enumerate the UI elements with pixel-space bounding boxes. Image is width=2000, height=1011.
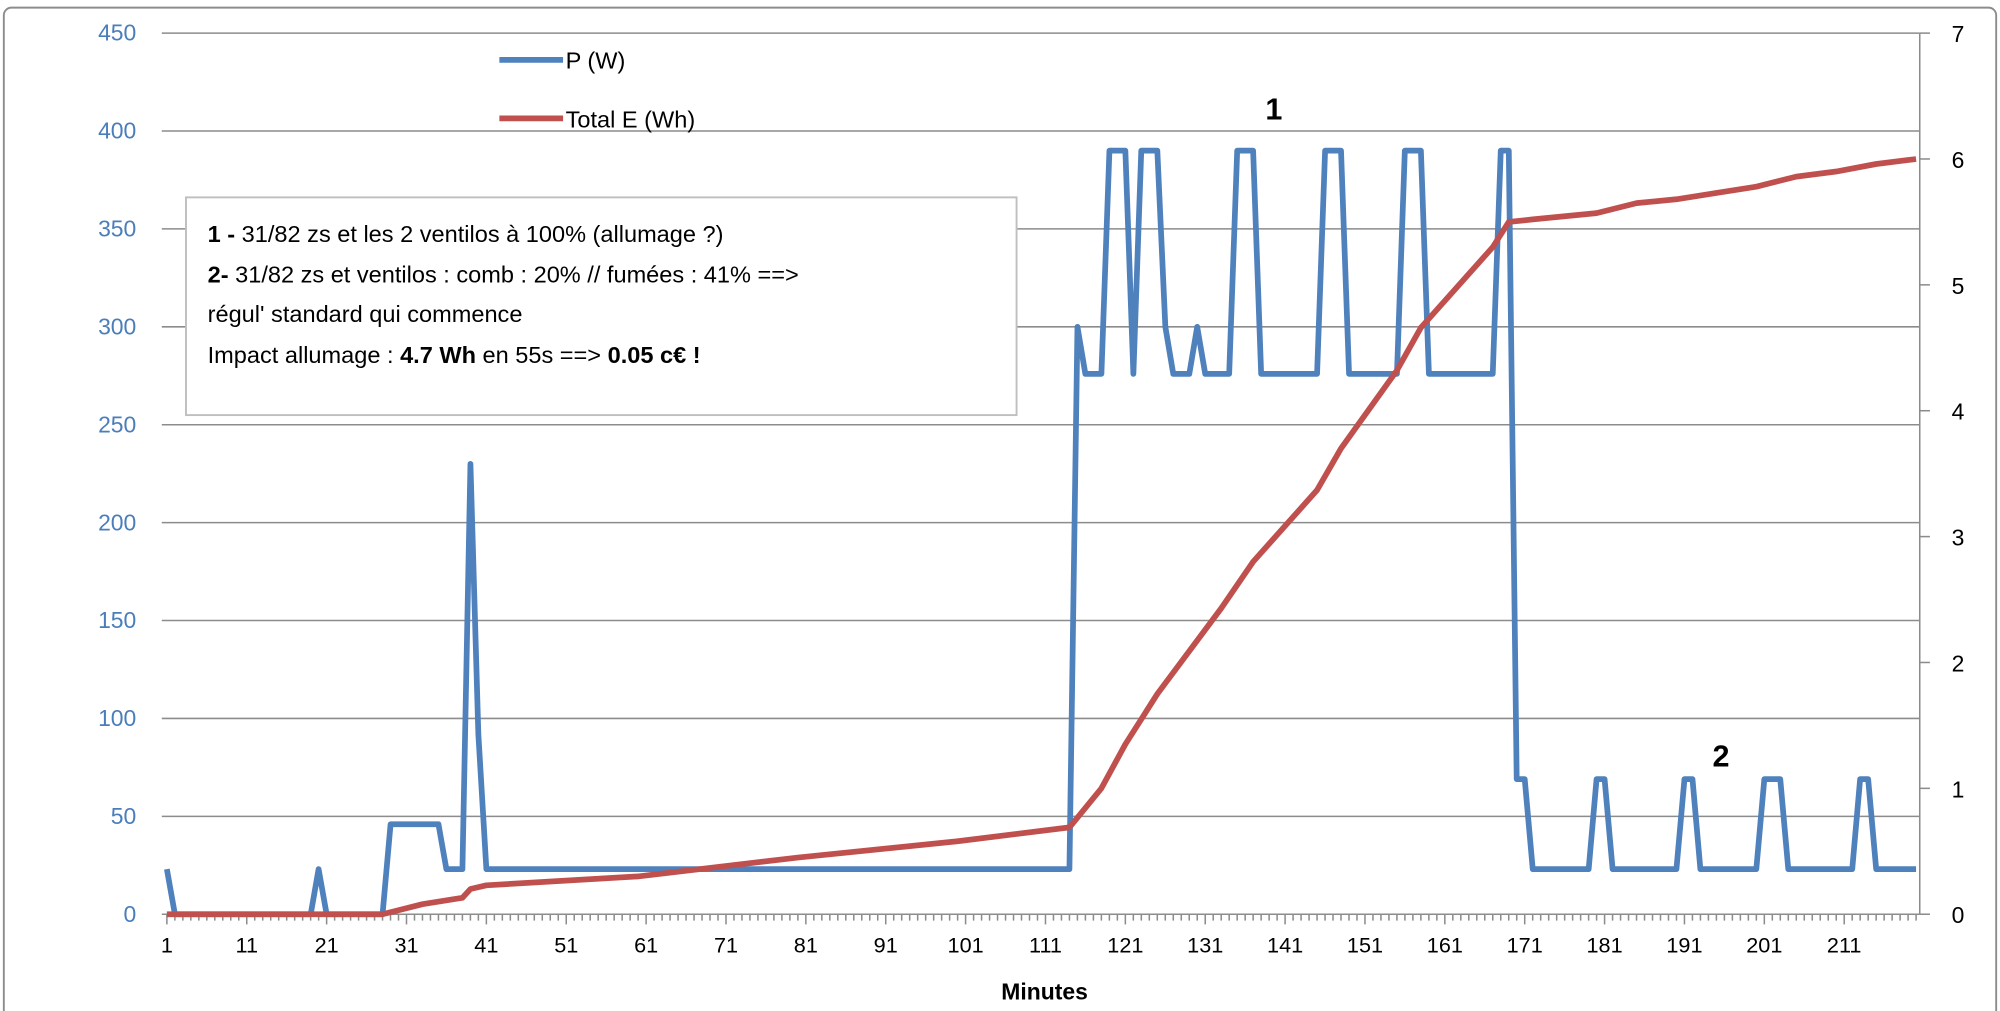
y-right-tick-label: 0	[1952, 902, 1965, 928]
annotation-1: 1	[1265, 93, 1282, 127]
svg-text:2- 31/82 zs et ventilos : comb: 2- 31/82 zs et ventilos : comb : 20% // …	[208, 262, 799, 288]
x-axis-title: Minutes	[1001, 979, 1088, 1005]
y-left-tick-label: 300	[98, 313, 136, 339]
x-tick-label: 61	[634, 932, 658, 957]
y-left-tick-label: 350	[98, 216, 136, 242]
annotation-2: 2	[1713, 740, 1730, 774]
y-left-tick-label: 400	[98, 118, 136, 144]
note-box: 1 - 31/82 zs et les 2 ventilos à 100% (a…	[185, 196, 1018, 417]
y-right-tick-label: 3	[1952, 525, 1965, 551]
legend-label-p: P (W)	[566, 48, 626, 74]
note-line3: régul' standard qui commence	[208, 301, 523, 327]
y-left-tick-label: 200	[98, 509, 136, 535]
y-left-tick-label: 150	[98, 607, 136, 633]
x-tick-label: 31	[394, 932, 418, 957]
y-left-tick-label: 100	[98, 705, 136, 731]
y-right-tick-label: 6	[1952, 147, 1965, 173]
x-tick-label: 191	[1666, 932, 1702, 957]
note-line4-b: 4.7 Wh	[400, 342, 476, 368]
y-right-tick-label: 4	[1952, 399, 1965, 425]
y-right-tick-label: 5	[1952, 273, 1965, 299]
svg-text:Impact allumage : 4.7 Wh en 55: Impact allumage : 4.7 Wh en 55s ==> 0.05…	[208, 342, 701, 368]
x-tick-label: 161	[1427, 932, 1463, 957]
x-tick-label: 81	[794, 932, 818, 957]
note-line4-d: 0.05 c€ !	[608, 342, 701, 368]
series-line-power	[164, 147, 1917, 918]
gridlines	[161, 32, 1920, 818]
y-left-tick-label: 450	[98, 20, 136, 46]
note-line1-bold: 1 -	[208, 221, 242, 247]
note-line2-bold: 2-	[208, 262, 235, 288]
svg-text:1 - 31/82 zs et les 2 ventilo: 1 - 31/82 zs et les 2 ventilos à 100% (a…	[208, 221, 724, 247]
x-tick-label: 211	[1827, 932, 1862, 957]
legend-label-e: Total E (Wh)	[566, 106, 696, 132]
legend: P (W) Total E (Wh)	[499, 48, 696, 132]
y-left-tick-label: 0	[124, 901, 137, 927]
series-layer	[164, 147, 1917, 918]
x-tick-label: 71	[714, 932, 738, 957]
note-line4-a: Impact allumage :	[208, 342, 400, 368]
x-tick-label: 11	[236, 932, 258, 957]
note-line2: 31/82 zs et ventilos : comb : 20% // fum…	[235, 262, 799, 288]
x-tick-label: 201	[1746, 932, 1782, 957]
series-line-energy	[166, 156, 1917, 918]
y-left-tick-label: 50	[111, 803, 136, 829]
x-tick-label: 171	[1507, 932, 1543, 957]
y-left-tick-label: 250	[98, 411, 136, 437]
x-tick-label: 131	[1187, 932, 1223, 957]
x-tick-label: 1	[161, 932, 173, 957]
note-line4-c: en 55s ==>	[476, 342, 608, 368]
x-tick-label: 141	[1267, 932, 1303, 957]
x-tick-label: 111	[1029, 932, 1062, 957]
x-tick-label: 51	[554, 932, 578, 957]
x-tick-label: 181	[1587, 932, 1623, 957]
x-tick-label: 101	[948, 932, 984, 957]
note-line1: 31/82 zs et les 2 ventilos à 100% (allum…	[242, 221, 724, 247]
y-right-tick-label: 2	[1952, 650, 1965, 676]
x-tick-label: 91	[874, 932, 898, 957]
x-tick-label: 41	[474, 932, 498, 957]
x-tick-label: 151	[1347, 932, 1383, 957]
y-right-tick-label: 7	[1952, 21, 1965, 47]
x-tick-label: 121	[1107, 932, 1143, 957]
y-right-tick-label: 1	[1952, 776, 1965, 802]
x-tick-label: 21	[315, 932, 339, 957]
